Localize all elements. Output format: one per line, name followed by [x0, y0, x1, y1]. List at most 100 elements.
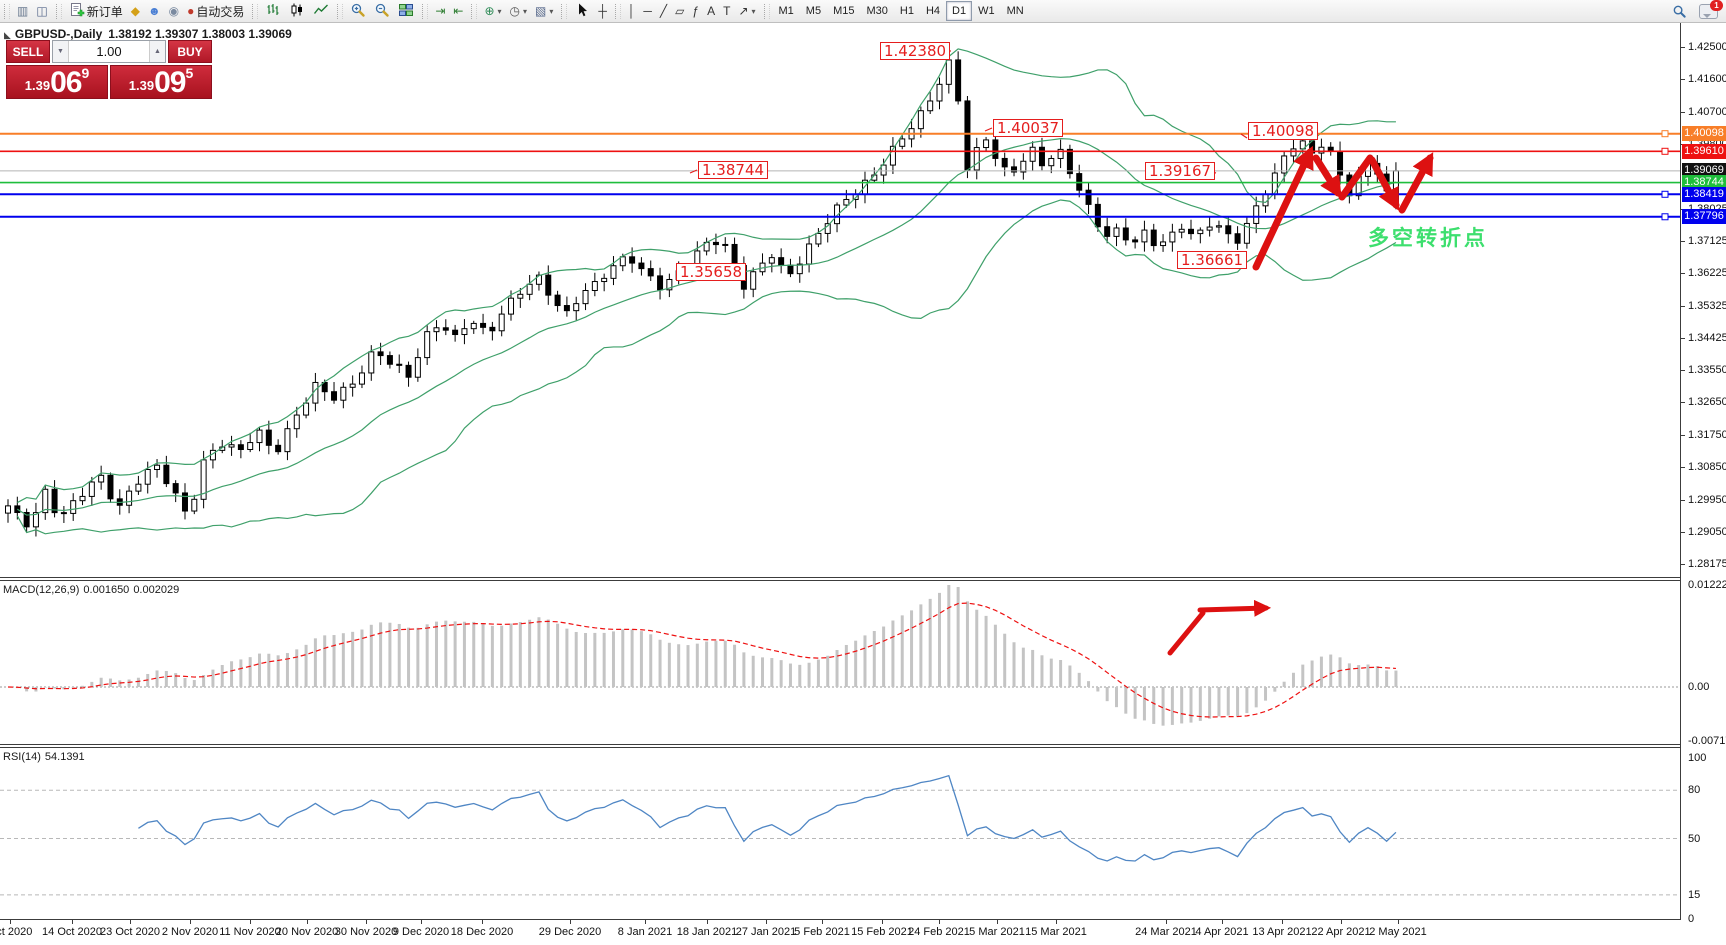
rsi-axis-label: 15	[1688, 888, 1701, 901]
timeframe-h1[interactable]: H1	[894, 1, 920, 21]
macd-histogram	[15, 585, 1398, 726]
toolbar-grip	[4, 3, 10, 19]
volume-stepper[interactable]: ▼ 1.00 ▲	[52, 40, 166, 63]
timeframe-m15[interactable]: M15	[827, 1, 860, 21]
volume-increase-button[interactable]: ▲	[149, 41, 165, 62]
zoom-in-button[interactable]	[346, 1, 370, 21]
bollinger-bands	[16, 48, 1397, 535]
bar-chart-button[interactable]	[261, 1, 285, 21]
buy-price-box[interactable]: 1.39 09 5	[110, 65, 212, 99]
date-axis-tick	[570, 920, 571, 924]
zoom-out-button[interactable]	[370, 1, 394, 21]
cursor-button[interactable]	[570, 1, 594, 21]
label-icon: T	[723, 4, 731, 18]
indicators-icon: ⊕	[484, 4, 495, 18]
zoom-out-icon	[374, 2, 390, 21]
date-axis-tick	[1166, 920, 1167, 924]
tile-windows-button[interactable]	[394, 1, 418, 21]
line-chart-button[interactable]	[309, 1, 333, 21]
timeframe-h4[interactable]: H4	[920, 1, 946, 21]
candlestick-chart-button[interactable]	[285, 1, 309, 21]
indicators-button[interactable]: ⊕ ▾	[480, 1, 505, 21]
date-axis-tick	[882, 920, 883, 924]
price-axis-tick	[1681, 111, 1685, 113]
search-icon[interactable]	[1668, 0, 1691, 22]
date-axis-label: 14 Oct 2020	[42, 926, 102, 938]
oct-collapse-icon[interactable]: ◣	[4, 30, 11, 40]
date-axis-label: 2 Nov 2020	[161, 926, 219, 938]
panel-separator[interactable]	[0, 744, 1681, 748]
sell-button[interactable]: SELL	[6, 40, 50, 63]
date-axis-label: 22 Apr 2021	[1311, 926, 1371, 938]
autotrading-button[interactable]: ● 自动交易	[183, 1, 248, 21]
timeframe-m1[interactable]: M1	[773, 1, 800, 21]
hline-button[interactable]: ─	[639, 1, 656, 21]
price-axis[interactable]: 1.425001.416001.407001.398001.380251.371…	[1681, 22, 1726, 925]
fibonacci-button[interactable]: ƒ	[688, 1, 703, 21]
channel-button[interactable]: ▱	[671, 1, 688, 21]
price-line-badge: 1.38744	[1682, 175, 1726, 191]
trendline-button[interactable]: ╱	[656, 1, 671, 21]
price-annotation-box[interactable]: 1.38744	[698, 161, 769, 179]
price-annotation-box[interactable]: 1.40098	[1248, 122, 1319, 140]
templates-button[interactable]: ▧ ▾	[531, 1, 557, 21]
rsi-indicator-panel[interactable]	[0, 749, 1681, 919]
macd-axis-label: -0.007173	[1688, 735, 1726, 747]
price-axis-label: 1.36225	[1688, 267, 1726, 280]
label-button[interactable]: T	[719, 1, 734, 21]
date-axis-label: 24 Feb 2021	[908, 926, 970, 938]
date-axis-label: 15 Feb 2021	[851, 926, 913, 938]
toolbar-grip	[763, 3, 770, 19]
timeframe-mn[interactable]: MN	[1001, 1, 1030, 21]
volume-decrease-button[interactable]: ▼	[53, 41, 69, 62]
arrows-button[interactable]: ↗ ▾	[734, 1, 759, 21]
volume-input[interactable]: 1.00	[96, 44, 122, 59]
crosshair-button[interactable]: ┼	[594, 1, 611, 21]
timeframe-m30[interactable]: M30	[860, 1, 893, 21]
navigator-button[interactable]: ☻	[144, 1, 165, 21]
timeframe-d1[interactable]: D1	[946, 1, 973, 21]
channel-icon: ▱	[675, 4, 685, 18]
rsi-name: RSI(14)	[3, 751, 41, 763]
market-watch-button[interactable]: ▥	[13, 1, 32, 21]
text-button[interactable]: A	[703, 1, 719, 21]
price-annotation-box[interactable]: 1.35658	[676, 263, 747, 281]
price-annotation-box[interactable]: 1.42380	[880, 42, 951, 60]
price-annotation-box[interactable]: 1.39167	[1145, 162, 1216, 180]
sell-price-box[interactable]: 1.39 06 9	[6, 65, 108, 99]
chart-shift-button[interactable]: ⇤	[449, 1, 467, 21]
date-axis-label: 15 Mar 2021	[1025, 926, 1087, 938]
buy-button[interactable]: BUY	[168, 40, 212, 63]
strategy-tester-button[interactable]: ◫	[32, 1, 51, 21]
date-axis-tick	[72, 920, 73, 924]
vline-button[interactable]: │	[624, 1, 640, 21]
new-order-button[interactable]: 新订单	[65, 1, 127, 21]
horizontal-price-lines[interactable]	[0, 130, 1680, 221]
metaeditor-button[interactable]: ◆	[127, 1, 144, 21]
panel-separator[interactable]	[0, 577, 1681, 581]
date-axis-tick	[307, 920, 308, 924]
price-axis-label: 1.31750	[1688, 428, 1726, 441]
macd-indicator-panel[interactable]	[0, 582, 1681, 745]
price-axis-label: 1.41600	[1688, 73, 1726, 86]
templates-icon: ▧	[535, 4, 547, 18]
price-axis-label: 1.29950	[1688, 493, 1726, 506]
timeframe-w1[interactable]: W1	[972, 1, 1001, 21]
auto-scroll-button[interactable]: ⇥	[431, 1, 449, 21]
date-axis-tick	[10, 920, 11, 924]
timeframe-m5[interactable]: M5	[800, 1, 827, 21]
chart-title: ◣ GBPUSD-,Daily 1.38192 1.39307 1.38003 1.…	[4, 27, 292, 41]
price-annotation-box[interactable]: 1.40037	[993, 119, 1064, 137]
price-line-badge: 1.37796	[1682, 209, 1726, 225]
periods-button[interactable]: ◷ ▾	[506, 1, 532, 21]
bar-chart-icon	[265, 2, 281, 21]
rsi-label: RSI(14) 54.1391	[3, 751, 89, 763]
date-axis-label: 9 Dec 2020	[392, 926, 450, 938]
main-price-chart[interactable]	[0, 22, 1681, 578]
line-chart-icon	[313, 2, 329, 21]
price-annotation-box[interactable]: 1.36661	[1177, 251, 1248, 269]
signals-button[interactable]: ◉	[165, 1, 183, 21]
chat-icon[interactable]: 1	[1699, 0, 1723, 19]
macd-signal-line	[7, 602, 1396, 718]
